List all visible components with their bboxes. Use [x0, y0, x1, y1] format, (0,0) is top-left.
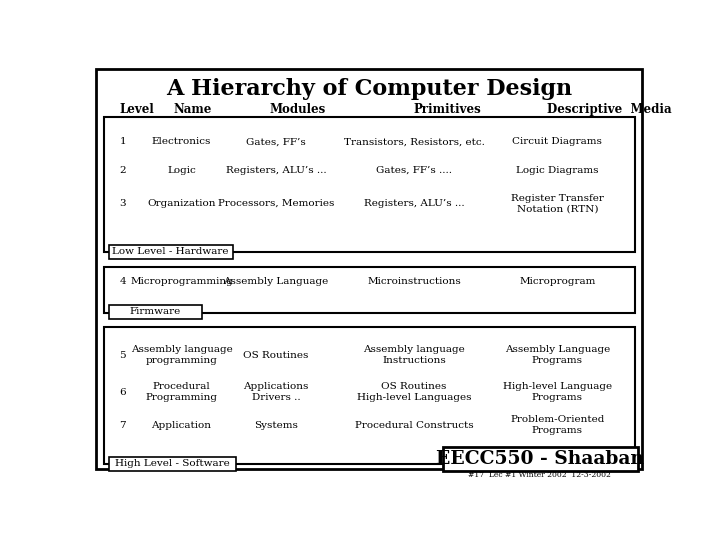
- Text: Transistors, Resistors, etc.: Transistors, Resistors, etc.: [343, 137, 485, 146]
- Text: Primitives: Primitives: [414, 103, 482, 116]
- Text: Modules: Modules: [270, 103, 326, 116]
- Text: Application: Application: [151, 421, 212, 430]
- Text: Assembly language
Instructions: Assembly language Instructions: [363, 346, 465, 365]
- Text: A Hierarchy of Computer Design: A Hierarchy of Computer Design: [166, 78, 572, 100]
- Bar: [109, 245, 233, 259]
- Text: Level: Level: [120, 103, 154, 116]
- Text: Register Transfer
Notation (RTN): Register Transfer Notation (RTN): [511, 194, 604, 213]
- Text: Assembly Language: Assembly Language: [223, 278, 328, 286]
- Bar: [104, 267, 635, 313]
- Text: Circuit Diagrams: Circuit Diagrams: [513, 137, 602, 146]
- Text: Registers, ALU’s ...: Registers, ALU’s ...: [364, 199, 464, 208]
- Bar: [104, 117, 635, 252]
- Bar: [443, 448, 638, 470]
- Text: 3: 3: [120, 199, 126, 208]
- Text: 1: 1: [120, 137, 126, 146]
- Text: Assembly Language
Programs: Assembly Language Programs: [505, 346, 610, 365]
- Text: Low Level - Hardware: Low Level - Hardware: [112, 247, 229, 256]
- Text: High-level Language
Programs: High-level Language Programs: [503, 382, 612, 402]
- Text: 4: 4: [120, 278, 126, 286]
- Text: Organization: Organization: [147, 199, 216, 208]
- Text: High Level - Software: High Level - Software: [115, 459, 230, 468]
- Text: Systems: Systems: [254, 421, 298, 430]
- Bar: [104, 327, 635, 464]
- Text: 5: 5: [120, 350, 126, 360]
- Text: Microprogramming: Microprogramming: [130, 278, 233, 286]
- Text: 2: 2: [120, 166, 126, 175]
- Text: Logic Diagrams: Logic Diagrams: [516, 166, 598, 175]
- Text: Name: Name: [174, 103, 212, 116]
- Text: Procedural Constructs: Procedural Constructs: [355, 421, 473, 430]
- Bar: [109, 457, 236, 470]
- Text: Registers, ALU’s ...: Registers, ALU’s ...: [225, 166, 326, 175]
- Bar: [109, 305, 202, 319]
- Text: Logic: Logic: [167, 166, 196, 175]
- Text: Electronics: Electronics: [152, 137, 211, 146]
- Text: Gates, FF’s ....: Gates, FF’s ....: [376, 166, 452, 175]
- Text: 7: 7: [120, 421, 126, 430]
- Text: Firmware: Firmware: [130, 307, 181, 316]
- Text: EECC550 - Shaaban: EECC550 - Shaaban: [436, 450, 644, 468]
- Text: OS Routines: OS Routines: [243, 350, 309, 360]
- Text: Microinstructions: Microinstructions: [367, 278, 461, 286]
- Text: Microprogram: Microprogram: [519, 278, 595, 286]
- Text: Assembly language
programming: Assembly language programming: [130, 346, 233, 365]
- Text: 6: 6: [120, 388, 126, 396]
- Text: Gates, FF’s: Gates, FF’s: [246, 137, 306, 146]
- Text: Procedural
Programming: Procedural Programming: [145, 382, 217, 402]
- Text: Processors, Memories: Processors, Memories: [218, 199, 334, 208]
- Text: Problem-Oriented
Programs: Problem-Oriented Programs: [510, 415, 605, 435]
- Text: Applications
Drivers ..: Applications Drivers ..: [243, 382, 309, 402]
- Text: Descriptive  Media: Descriptive Media: [547, 103, 672, 116]
- Text: OS Routines
High-level Languages: OS Routines High-level Languages: [356, 382, 471, 402]
- Text: #17  Lec #1 Winter 2002  12-3-2002: #17 Lec #1 Winter 2002 12-3-2002: [468, 471, 611, 479]
